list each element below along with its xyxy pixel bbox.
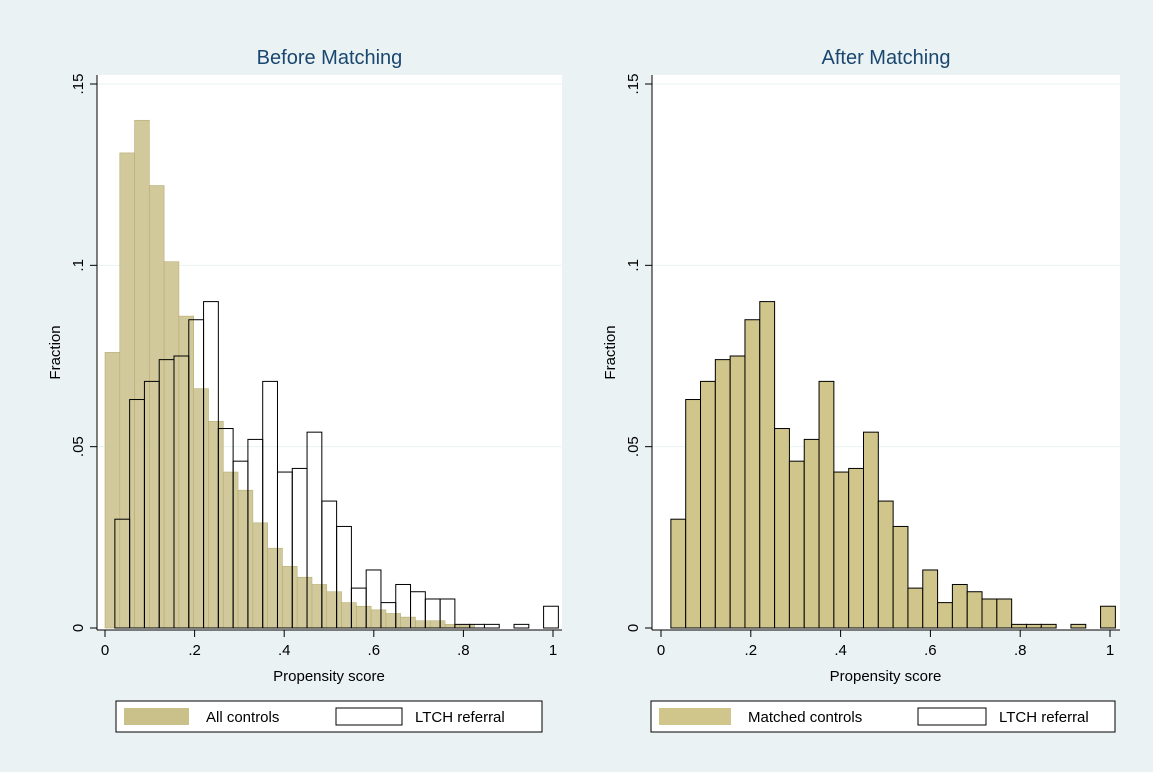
histogram-bar bbox=[267, 547, 283, 629]
histogram-bar bbox=[341, 602, 357, 629]
histogram-bar bbox=[370, 609, 387, 629]
panel-title: Before Matching bbox=[257, 47, 403, 69]
histogram-bar bbox=[1011, 623, 1027, 629]
histogram-bar bbox=[356, 605, 372, 629]
x-tick-label: .8 bbox=[457, 642, 470, 659]
histogram-bar bbox=[237, 489, 254, 629]
x-tick-label: .4 bbox=[834, 642, 847, 659]
histogram-bar bbox=[208, 420, 224, 629]
legend-swatch-outline bbox=[335, 707, 403, 726]
histogram-bar bbox=[670, 518, 687, 629]
histogram-bar bbox=[163, 261, 180, 629]
legend: All controls LTCH referral bbox=[115, 700, 543, 733]
histogram-bar bbox=[119, 152, 135, 629]
histogram-bar bbox=[134, 119, 150, 629]
legend-swatch-filled bbox=[659, 708, 731, 725]
histogram-bar bbox=[685, 399, 702, 629]
histogram-bar bbox=[513, 623, 530, 629]
x-tick-label: .2 bbox=[188, 642, 201, 659]
histogram-bar bbox=[907, 587, 924, 629]
histogram-bar bbox=[700, 380, 716, 629]
legend-label: LTCH referral bbox=[999, 709, 1089, 726]
histogram-bar bbox=[336, 525, 352, 629]
histogram-bar bbox=[937, 602, 953, 629]
histogram-bar bbox=[848, 467, 864, 629]
y-tick-label: .1 bbox=[70, 259, 87, 272]
histogram-bar bbox=[1100, 605, 1116, 629]
x-tick-label: 1 bbox=[549, 642, 557, 659]
histogram-bar bbox=[415, 620, 431, 629]
histogram-bar bbox=[400, 616, 416, 629]
histogram-bar bbox=[774, 428, 790, 629]
histogram-bar bbox=[759, 301, 776, 629]
histogram-bar bbox=[981, 598, 998, 629]
histogram-bar bbox=[296, 576, 313, 629]
histogram-bar bbox=[311, 584, 328, 629]
x-tick-label: 0 bbox=[101, 642, 109, 659]
histogram-bar bbox=[877, 500, 894, 629]
chart-panel-1: 0 .2 .4 .6 .8 1 0 .05 .1 .15 Propensity score Fract… bbox=[47, 47, 562, 733]
legend-label: LTCH referral bbox=[415, 709, 505, 726]
x-tick-label: 0 bbox=[657, 642, 665, 659]
x-tick-label: .4 bbox=[278, 642, 291, 659]
y-axis-title: Fraction bbox=[47, 325, 64, 379]
panel-title: After Matching bbox=[822, 47, 951, 69]
histogram-bar bbox=[104, 352, 121, 629]
histogram-bar bbox=[326, 591, 342, 629]
x-tick-label: .8 bbox=[1014, 642, 1027, 659]
histogram-bar bbox=[385, 613, 401, 629]
x-axis-title: Propensity score bbox=[273, 668, 385, 685]
y-tick-label: .15 bbox=[70, 74, 87, 95]
x-tick-label: .6 bbox=[924, 642, 937, 659]
y-axis-title: Fraction bbox=[602, 325, 619, 379]
histogram-bar bbox=[818, 380, 835, 629]
histogram-bar bbox=[483, 623, 500, 629]
histogram-bar bbox=[429, 620, 446, 629]
y-tick-label: .05 bbox=[625, 436, 642, 457]
x-tick-label: 1 bbox=[1106, 642, 1114, 659]
histogram-bar bbox=[788, 460, 805, 629]
y-tick-label: .15 bbox=[625, 74, 642, 95]
histogram-bar bbox=[996, 598, 1013, 629]
histogram-bar bbox=[459, 624, 475, 629]
histogram-bar bbox=[149, 185, 165, 629]
histogram-bar bbox=[222, 471, 239, 629]
histogram-bar bbox=[863, 431, 879, 629]
histogram-bar bbox=[365, 569, 382, 629]
histogram-bar bbox=[193, 388, 209, 629]
histogram-bar bbox=[714, 359, 731, 629]
legend-swatch-outline bbox=[917, 707, 987, 726]
histogram-bar bbox=[803, 438, 820, 629]
y-tick-label: .05 bbox=[70, 436, 87, 457]
histogram-bar bbox=[439, 598, 456, 629]
histogram-bar bbox=[729, 355, 746, 629]
histogram-bar bbox=[744, 319, 761, 629]
x-tick-label: .2 bbox=[745, 642, 758, 659]
histogram-bar bbox=[543, 605, 559, 629]
legend-label: Matched controls bbox=[748, 709, 862, 726]
y-tick-label: 0 bbox=[625, 624, 642, 632]
x-axis-title: Propensity score bbox=[830, 668, 942, 685]
histogram-bar bbox=[892, 525, 909, 629]
histogram-bar bbox=[1025, 623, 1042, 629]
legend-swatch-filled bbox=[124, 708, 189, 725]
histogram-bar bbox=[966, 591, 983, 629]
histogram-bar bbox=[1070, 623, 1087, 629]
histogram-bar bbox=[922, 569, 939, 629]
histogram-bar bbox=[1040, 623, 1057, 629]
legend-label: All controls bbox=[206, 709, 279, 726]
legend: Matched controls LTCH referral bbox=[650, 700, 1116, 733]
histogram-bar bbox=[444, 624, 461, 629]
histogram-bar bbox=[252, 522, 268, 629]
histogram-bar bbox=[178, 315, 194, 629]
chart-panel-2: 0 .2 .4 .6 .8 1 0 .05 .1 .15 Propensity score Fract… bbox=[602, 47, 1120, 733]
x-tick-label: .6 bbox=[368, 642, 381, 659]
histogram-bar bbox=[833, 471, 850, 629]
y-tick-label: 0 bbox=[70, 624, 87, 632]
y-tick-label: .1 bbox=[625, 259, 642, 272]
histogram-bar bbox=[282, 566, 298, 629]
histogram-bar bbox=[951, 583, 968, 629]
